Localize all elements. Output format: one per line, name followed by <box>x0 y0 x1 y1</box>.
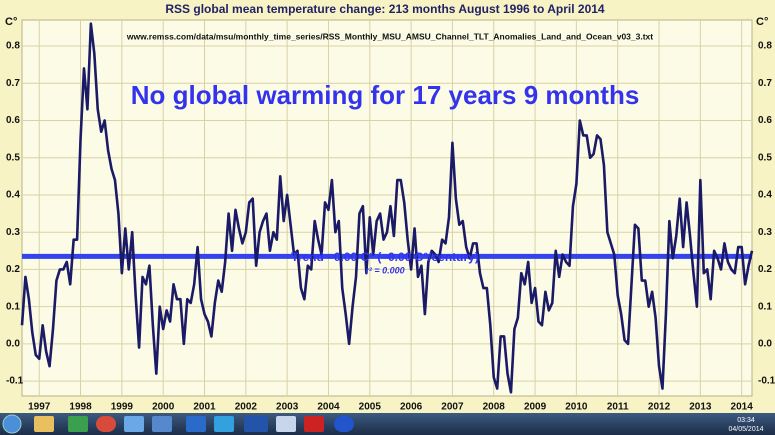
grid <box>22 20 752 396</box>
temperature-line <box>20 22 754 394</box>
x-tick-label: 2005 <box>359 402 382 413</box>
clock-date: 04/05/2014 <box>728 426 763 433</box>
x-tick-label: 2012 <box>648 402 671 413</box>
y-tick-label: 0.2 <box>6 264 20 275</box>
taskbar-bg <box>0 413 775 435</box>
source-url: www.remss.com/data/msu/monthly_time_seri… <box>126 31 653 41</box>
trend-label: Trend –0.00 C° (–0.00 C°/century) <box>291 250 479 264</box>
app-icon[interactable] <box>334 416 354 432</box>
x-tick-label: 2001 <box>193 402 216 413</box>
y-unit: C° <box>5 16 17 28</box>
x-tick-label: 2003 <box>276 402 299 413</box>
y-tick-label: -0.1 <box>6 376 24 387</box>
app-icon[interactable] <box>244 416 268 432</box>
app-icon[interactable] <box>186 416 206 432</box>
y-unit: C° <box>756 16 768 28</box>
x-tick-label: 1997 <box>28 402 51 413</box>
x-tick-label: 2004 <box>317 402 340 413</box>
clock-time: 03:34 <box>737 417 755 424</box>
y-tick-label: 0.5 <box>6 152 20 163</box>
y-tick-label: 0.4 <box>6 190 20 201</box>
x-tick-label: 1999 <box>111 402 134 413</box>
y-tick-label: 0.2 <box>758 264 772 275</box>
y-tick-label: 0.6 <box>758 115 772 126</box>
y-tick-label: 0.8 <box>758 41 772 52</box>
x-tick-label: 2013 <box>689 402 712 413</box>
y-tick-label: 0.1 <box>6 301 20 312</box>
taskbar: 03:34 04/05/2014 <box>0 413 775 435</box>
chart-title: RSS global mean temperature change: 213 … <box>165 2 605 16</box>
y-tick-label: 0.8 <box>6 41 20 52</box>
x-tick-label: 2006 <box>400 402 423 413</box>
y-tick-label: -0.1 <box>758 376 775 387</box>
x-tick-label: 1998 <box>69 402 92 413</box>
y-tick-label: 0.7 <box>6 78 20 89</box>
marks <box>20 22 754 394</box>
y-tick-label: 0.1 <box>758 301 772 312</box>
y-tick-label: 0.3 <box>758 227 772 238</box>
y-tick-label: 0.5 <box>758 152 772 163</box>
y-tick-label: 0.0 <box>6 339 20 350</box>
y-tick-label: 0.0 <box>758 339 772 350</box>
x-tick-label: 2007 <box>441 402 464 413</box>
x-tick-label: 2002 <box>235 402 258 413</box>
app-icon[interactable] <box>96 416 116 432</box>
app-icon[interactable] <box>34 416 54 432</box>
app-icon[interactable] <box>214 416 234 432</box>
app-icon[interactable] <box>152 416 172 432</box>
y-tick-label: 0.7 <box>758 78 772 89</box>
app-icon[interactable] <box>124 416 144 432</box>
headline: No global warming for 17 years 9 months <box>131 80 640 110</box>
x-tick-label: 2008 <box>483 402 506 413</box>
x-tick-label: 2000 <box>152 402 175 413</box>
y-tick-label: 0.4 <box>758 190 772 201</box>
y-tick-label: 0.6 <box>6 115 20 126</box>
y-tick-label: 0.3 <box>6 227 20 238</box>
x-tick-label: 2010 <box>565 402 588 413</box>
app-icon[interactable] <box>276 416 296 432</box>
app-icon[interactable] <box>304 416 324 432</box>
r2-label: r² = 0.000 <box>365 265 404 275</box>
plot-area <box>21 19 753 397</box>
x-tick-label: 2009 <box>524 402 547 413</box>
x-tick-label: 2014 <box>731 402 754 413</box>
x-tick-label: 2011 <box>607 402 629 413</box>
app-icon[interactable] <box>68 416 88 432</box>
start-button[interactable] <box>2 414 22 434</box>
